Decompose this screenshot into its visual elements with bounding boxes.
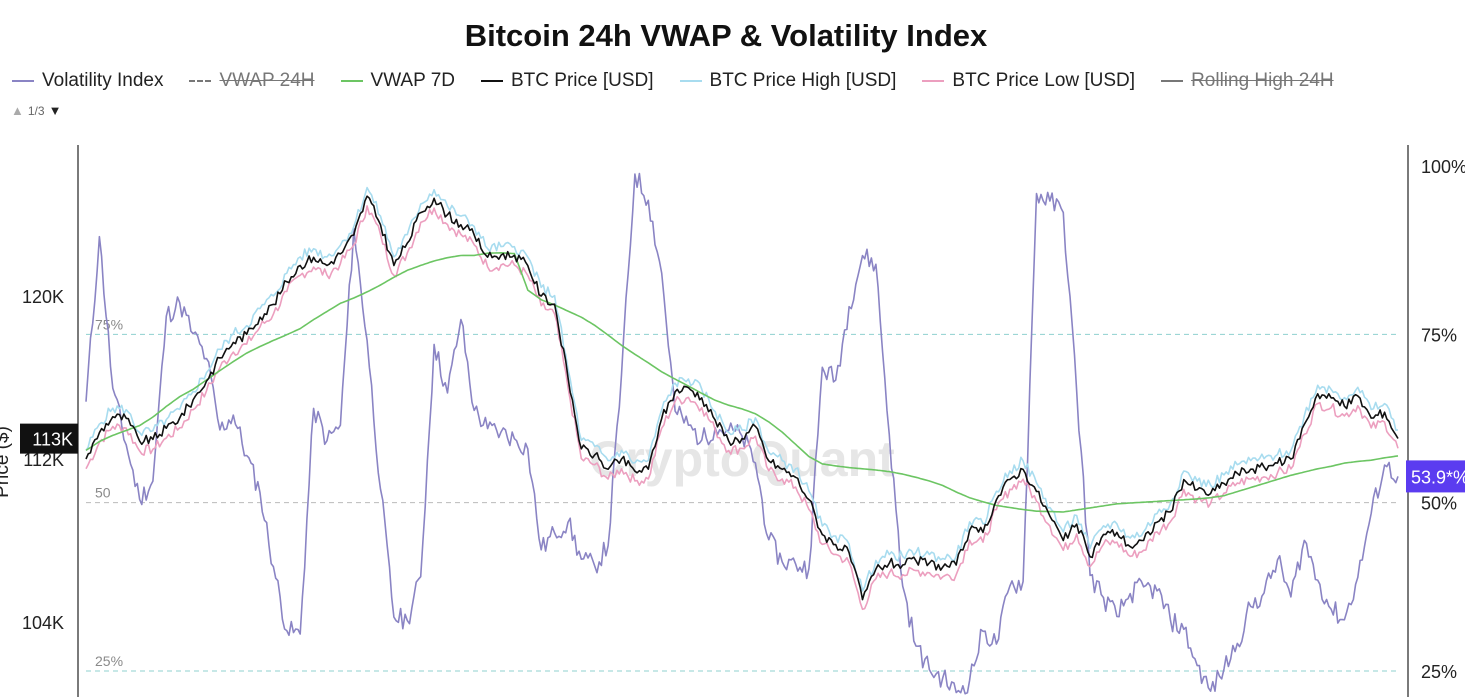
right-tick-label: 25%: [1421, 662, 1457, 682]
series: [85, 172, 1399, 695]
legend-label: VWAP 7D: [370, 70, 455, 91]
legend-label: VWAP 24H: [219, 70, 315, 91]
left-tick-label: 104K: [22, 613, 64, 633]
right-tick-label: 75%: [1421, 325, 1457, 345]
legend-swatch: [189, 80, 212, 82]
legend-swatch: [922, 80, 945, 82]
threshold-label-50: 50: [95, 485, 111, 501]
legend: Volatility Index VWAP 24H VWAP 7D BTC Price…: [12, 68, 1360, 94]
legend-swatch: [340, 80, 363, 82]
legend-item-btc-price-high-usd[interactable]: BTC Price High [USD]: [679, 70, 897, 92]
series-volatility-index: [85, 172, 1399, 695]
legend-label: BTC Price Low [USD]: [952, 70, 1136, 91]
legend-page-count: 1/3: [27, 103, 45, 118]
legend-page-up-button[interactable]: ▲: [11, 103, 24, 118]
series-btc-price-low: [85, 205, 1399, 611]
legend-swatch: [481, 80, 503, 82]
legend-label: Rolling High 24H: [1191, 70, 1334, 91]
series-btc-price-high: [85, 186, 1399, 592]
threshold-label-25: 25%: [95, 653, 123, 669]
legend-item-btc-price-usd[interactable]: BTC Price [USD]: [481, 70, 654, 92]
left-tick-label: 112K: [23, 450, 64, 470]
crosshair-price-badge: [20, 423, 78, 454]
current-volatility-badge: [1406, 460, 1465, 493]
value-badges: 113K 53.9*%: [20, 423, 1465, 493]
threshold-label-75: 75%: [95, 316, 123, 332]
right-tick-label: 100%: [1421, 157, 1465, 177]
crosshair-price-label: 113K: [32, 430, 73, 450]
legend-page-down-button[interactable]: ▼: [48, 103, 62, 118]
current-volatility-label: 53.9*%: [1411, 467, 1465, 487]
legend-item-btc-price-low-usd[interactable]: BTC Price Low [USD]: [922, 70, 1135, 92]
legend-item-vwap-24h[interactable]: VWAP 24H: [189, 70, 315, 92]
legend-item-vwap-7d[interactable]: VWAP 7D: [340, 70, 455, 92]
legend-swatch: [679, 80, 702, 82]
threshold-lines: 75% 50 25%: [86, 316, 1398, 672]
legend-label: Volatility Index: [42, 70, 164, 91]
legend-item-volatility-index[interactable]: Volatility Index: [12, 70, 163, 92]
legend-item-rolling-high-24h[interactable]: Rolling High 24H: [1161, 70, 1334, 92]
series-vwap-7d: [85, 252, 1399, 513]
axes: [77, 145, 1409, 697]
series-btc-price: [85, 195, 1399, 601]
legend-pager: ▲ 1/3 ▼: [11, 103, 61, 118]
left-tick-label: 120K: [22, 287, 64, 307]
legend-swatch: [12, 80, 34, 82]
legend-swatch: [1161, 80, 1184, 82]
legend-label: BTC Price [USD]: [511, 70, 654, 91]
right-tick-label: 50%: [1421, 494, 1457, 514]
chart-title: Bitcoin 24h VWAP & Volatility Index: [464, 18, 988, 53]
legend-label: BTC Price High [USD]: [709, 70, 897, 91]
tick-labels: 120K 112K 104K 100% 75% 50% 25%: [22, 157, 1465, 682]
y-axis-label: Price ($): [0, 426, 13, 498]
